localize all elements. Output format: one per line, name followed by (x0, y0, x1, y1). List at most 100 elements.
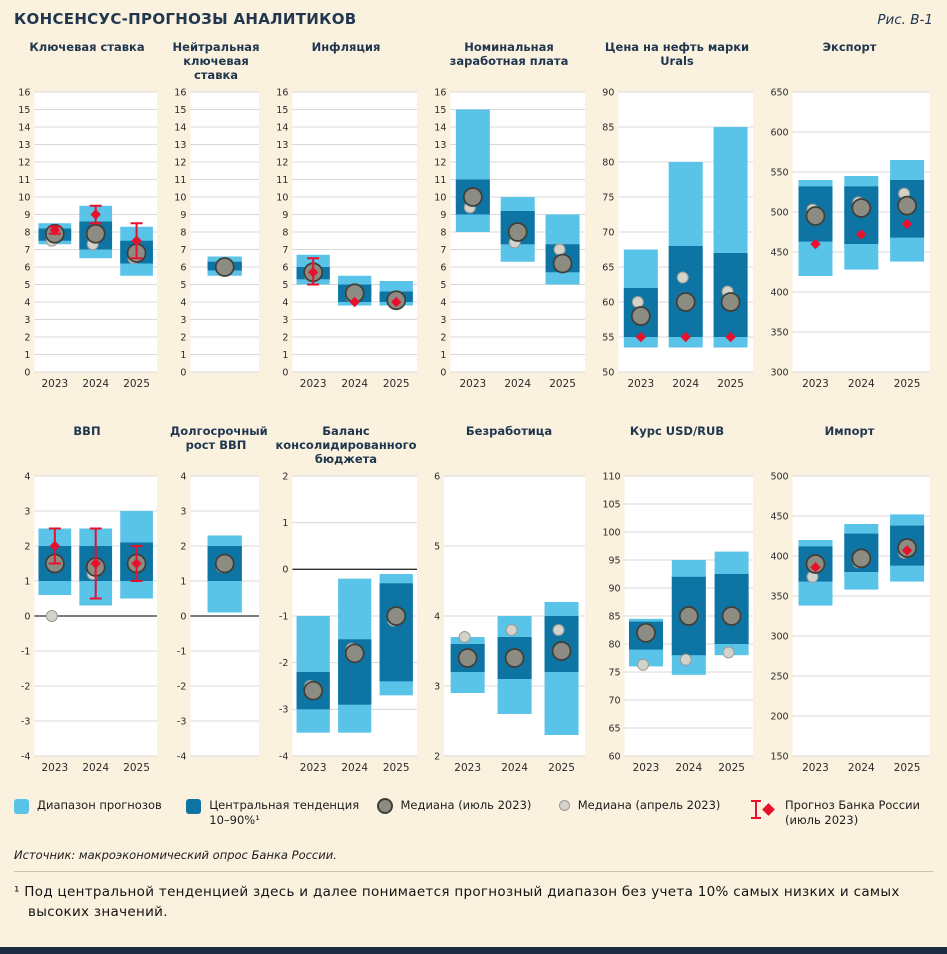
svg-text:6: 6 (440, 262, 446, 273)
svg-text:0: 0 (24, 611, 30, 622)
svg-text:2024: 2024 (82, 762, 109, 774)
legend-label-median-july: Медиана (июль 2023) (400, 798, 532, 812)
svg-text:10: 10 (434, 192, 446, 203)
chart-neutral-key-rate: Нейтральная ключевая ставка 0 1 2 3 4 5 6 7 8 9 10… (170, 38, 262, 394)
svg-text:0: 0 (282, 367, 288, 378)
svg-text:3: 3 (180, 506, 186, 517)
svg-text:2025: 2025 (717, 378, 744, 390)
svg-text:550: 550 (770, 167, 788, 178)
svg-text:11: 11 (434, 175, 446, 186)
svg-text:70: 70 (602, 227, 614, 238)
svg-text:4: 4 (180, 297, 186, 308)
svg-text:9: 9 (440, 210, 446, 221)
svg-text:16: 16 (276, 87, 288, 98)
chart-title-gdp: ВВП (73, 424, 101, 438)
chart-usd-rub-canvas: 60 65 70 75 80 85 90 95 100 105 110 2023 2024 2025 (602, 471, 753, 774)
svg-text:3: 3 (180, 315, 186, 326)
svg-text:-1: -1 (279, 611, 288, 622)
chart-title-budget-balance: Баланс консолидированного бюджета (275, 424, 417, 467)
svg-text:9: 9 (282, 210, 288, 221)
svg-text:13: 13 (276, 140, 288, 151)
svg-text:2025: 2025 (548, 762, 575, 774)
footnote: ¹ Под центральной тенденцией здесь и дал… (14, 883, 900, 921)
chart-export-canvas: 300 350 400 450 500 550 600 650 2023 2024 2025 (770, 87, 930, 390)
median-july-dot-icon (376, 798, 393, 814)
svg-text:650: 650 (770, 87, 788, 98)
svg-text:350: 350 (770, 591, 788, 602)
svg-text:-3: -3 (177, 716, 186, 727)
svg-text:4: 4 (24, 471, 30, 482)
chart-title-nominal-wage: Номинальная заработная плата (449, 40, 569, 69)
svg-text:2023: 2023 (627, 378, 654, 390)
svg-text:10: 10 (18, 192, 30, 203)
svg-text:450: 450 (770, 511, 788, 522)
chart-title-import: Импорт (824, 424, 875, 438)
chart-import: Импорт 150 200 250 300 350 400 450 500 2023 2024 2… (766, 422, 933, 778)
svg-text:5: 5 (180, 280, 186, 291)
svg-text:14: 14 (276, 122, 288, 133)
svg-text:2025: 2025 (894, 378, 921, 390)
svg-text:2023: 2023 (41, 378, 68, 390)
svg-text:400: 400 (770, 551, 788, 562)
svg-text:10: 10 (276, 192, 288, 203)
svg-text:2025: 2025 (383, 378, 410, 390)
chart-import-canvas: 150 200 250 300 350 400 450 500 2023 2024 2025 (770, 471, 930, 774)
svg-text:5: 5 (24, 280, 30, 291)
chart-long-term-gdp-growth: Долгосрочный рост ВВП -4 -3 -2 -1 0 1 2 3 4 (170, 422, 268, 778)
svg-text:400: 400 (770, 287, 788, 298)
svg-text:-1: -1 (21, 646, 30, 657)
svg-text:15: 15 (18, 105, 30, 116)
charts-row-2: ВВП -4 -3 -2 -1 0 1 2 3 4 2023 2024 2025 Долгосрочн… (14, 422, 933, 778)
svg-text:2023: 2023 (459, 378, 486, 390)
chart-urals-oil-price: Цена на нефть марки Urals 50 55 60 65 70 75 80… (598, 38, 756, 394)
legend-item-cbr-forecast: Прогноз Банка России (июль 2023) (751, 798, 933, 828)
svg-text:1: 1 (24, 350, 30, 361)
svg-text:8: 8 (440, 227, 446, 238)
svg-text:2023: 2023 (802, 378, 829, 390)
svg-text:5: 5 (282, 280, 288, 291)
svg-text:2: 2 (180, 541, 186, 552)
svg-text:5: 5 (434, 541, 440, 552)
svg-text:1: 1 (282, 518, 288, 529)
svg-text:14: 14 (174, 122, 186, 133)
svg-text:350: 350 (770, 327, 788, 338)
svg-text:80: 80 (602, 157, 614, 168)
svg-text:150: 150 (770, 751, 788, 762)
svg-text:0: 0 (180, 611, 186, 622)
figure-header: КОНСЕНСУС-ПРОГНОЗЫ АНАЛИТИКОВ Рис. В-1 (14, 10, 933, 28)
legend-label-forecast-range: Диапазон прогнозов (37, 798, 162, 812)
forecast-range-swatch-icon (14, 799, 29, 814)
svg-text:10: 10 (174, 192, 186, 203)
svg-text:4: 4 (180, 471, 186, 482)
svg-text:75: 75 (609, 667, 621, 678)
svg-text:55: 55 (602, 332, 614, 343)
svg-text:300: 300 (770, 367, 788, 378)
svg-text:6: 6 (282, 262, 288, 273)
svg-text:250: 250 (770, 671, 788, 682)
svg-text:200: 200 (770, 711, 788, 722)
svg-text:-4: -4 (21, 751, 30, 762)
legend-label-central-tendency: Центральная тенденция 10–90%¹ (209, 798, 360, 827)
legend-item-median-april: Медиана (апрель 2023) (558, 798, 737, 813)
svg-text:16: 16 (18, 87, 30, 98)
svg-text:2024: 2024 (675, 762, 702, 774)
svg-text:-2: -2 (177, 681, 186, 692)
median-april-dot-icon (558, 800, 570, 811)
chart-usd-rub: Курс USD/RUB 60 65 70 75 80 85 90 95 100 105 110 20… (598, 422, 756, 778)
source-note: Источник: макроэкономический опрос Банка… (14, 847, 337, 862)
chart-inflation: Инфляция 0 1 2 3 4 5 6 7 8 9 10 11 12 13 14 15 16 2023 202… (272, 38, 420, 394)
svg-text:8: 8 (282, 227, 288, 238)
chart-budget-balance: Баланс консолидированного бюджета -4 -3 -2… (272, 422, 420, 778)
svg-text:85: 85 (609, 611, 621, 622)
svg-text:50: 50 (602, 367, 614, 378)
svg-text:75: 75 (602, 192, 614, 203)
chart-title-inflation: Инфляция (311, 40, 381, 54)
svg-text:3: 3 (282, 315, 288, 326)
chart-export: Экспорт 300 350 400 450 500 550 600 650 2023 2024… (766, 38, 933, 394)
svg-text:0: 0 (440, 367, 446, 378)
legend-item-median-july: Медиана (июль 2023) (376, 798, 545, 814)
page-footer-bar (0, 947, 947, 954)
svg-text:1: 1 (180, 350, 186, 361)
